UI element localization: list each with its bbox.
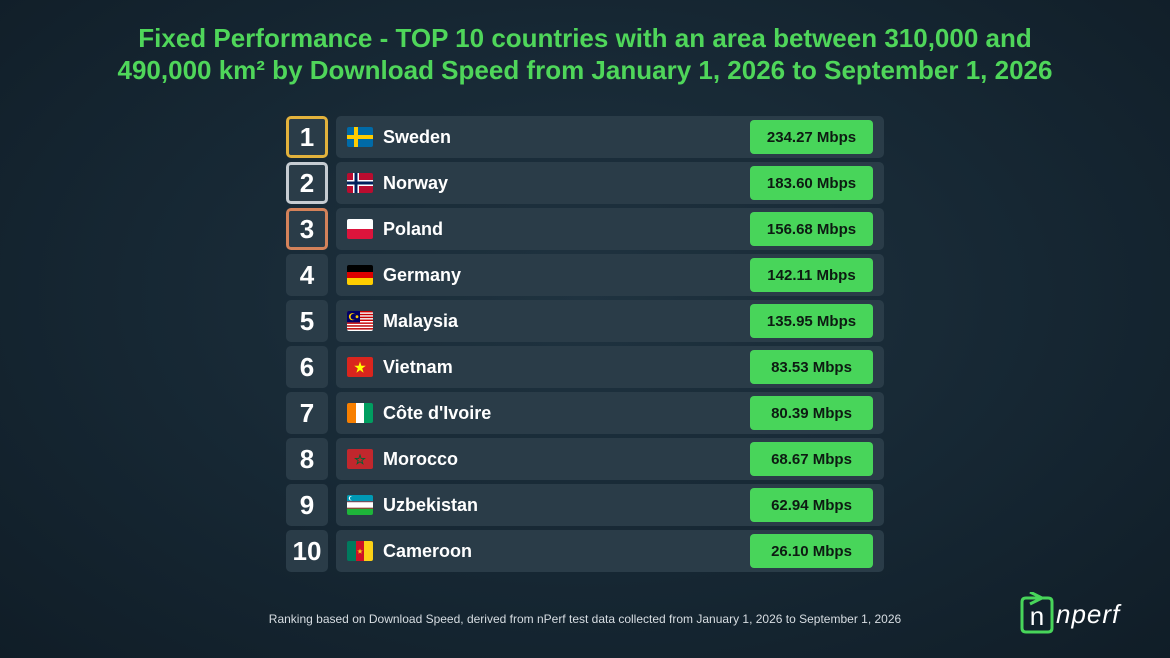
speed-badge: 62.94 Mbps bbox=[750, 488, 873, 522]
flag-germany-icon bbox=[347, 265, 373, 285]
table-row: 5 Malaysia 135.95 Mbps bbox=[286, 300, 886, 342]
rank-badge: 8 bbox=[286, 438, 328, 480]
logo-text: nperf bbox=[1056, 599, 1122, 629]
footer-note: Ranking based on Download Speed, derived… bbox=[268, 612, 902, 626]
country-bar: Vietnam 83.53 Mbps bbox=[336, 346, 884, 388]
speed-badge: 26.10 Mbps bbox=[750, 534, 873, 568]
logo-n: n bbox=[1030, 601, 1044, 631]
flag-vietnam-icon bbox=[347, 357, 373, 377]
speed-badge: 234.27 Mbps bbox=[750, 120, 873, 154]
table-row: 8 Morocco 68.67 Mbps bbox=[286, 438, 886, 480]
country-name: Sweden bbox=[383, 127, 452, 147]
country-name: Uzbekistan bbox=[383, 495, 479, 515]
speed-badge: 68.67 Mbps bbox=[750, 442, 873, 476]
nperf-logo-icon: n nperf bbox=[1020, 592, 1122, 634]
rank-badge: 2 bbox=[286, 162, 328, 204]
flag-malaysia-icon bbox=[347, 311, 373, 331]
speed-badge: 142.11 Mbps bbox=[750, 258, 873, 292]
country-bar: Malaysia 135.95 Mbps bbox=[336, 300, 884, 342]
speed-badge: 83.53 Mbps bbox=[750, 350, 873, 384]
flag-uzbekistan-icon bbox=[347, 495, 373, 515]
flag-cote-divoire-icon bbox=[347, 403, 373, 423]
country-name: Vietnam bbox=[383, 357, 453, 377]
country-name: Malaysia bbox=[383, 311, 459, 331]
rank-badge: 5 bbox=[286, 300, 328, 342]
flag-cameroon-icon bbox=[347, 541, 373, 561]
chart-title-line-2: 490,000 km² by Download Speed from Janua… bbox=[117, 55, 1053, 85]
table-row: 6 Vietnam 83.53 Mbps bbox=[286, 346, 886, 388]
speed-badge: 80.39 Mbps bbox=[750, 396, 873, 430]
country-name: Poland bbox=[383, 219, 444, 239]
rank-badge: 1 bbox=[286, 116, 328, 158]
country-name: Côte d'Ivoire bbox=[383, 403, 492, 423]
country-bar: Poland 156.68 Mbps bbox=[336, 208, 884, 250]
chart-title: Fixed Performance - TOP 10 countries wit… bbox=[0, 22, 1170, 86]
country-bar: Côte d'Ivoire 80.39 Mbps bbox=[336, 392, 884, 434]
flag-sweden-icon bbox=[347, 127, 373, 147]
table-row: 4 Germany 142.11 Mbps bbox=[286, 254, 886, 296]
country-name: Norway bbox=[383, 173, 449, 193]
flag-norway-icon bbox=[347, 173, 373, 193]
table-row: 3 Poland 156.68 Mbps bbox=[286, 208, 886, 250]
country-name: Germany bbox=[383, 265, 462, 285]
flag-morocco-icon bbox=[347, 449, 373, 469]
table-row: 2 Norway 183.60 Mbps bbox=[286, 162, 886, 204]
country-name: Cameroon bbox=[383, 541, 473, 561]
speed-badge: 135.95 Mbps bbox=[750, 304, 873, 338]
rank-badge: 6 bbox=[286, 346, 328, 388]
country-bar: Cameroon 26.10 Mbps bbox=[336, 530, 884, 572]
rank-badge: 9 bbox=[286, 484, 328, 526]
country-bar: Morocco 68.67 Mbps bbox=[336, 438, 884, 480]
rank-badge: 7 bbox=[286, 392, 328, 434]
flag-poland-icon bbox=[347, 219, 373, 239]
table-row: 10 Cameroon 26.10 Mbps bbox=[286, 530, 886, 572]
country-bar: Uzbekistan 62.94 Mbps bbox=[336, 484, 884, 526]
rank-badge: 10 bbox=[286, 530, 328, 572]
speed-badge: 156.68 Mbps bbox=[750, 212, 873, 246]
country-bar: Sweden 234.27 Mbps bbox=[336, 116, 884, 158]
country-bar: Germany 142.11 Mbps bbox=[336, 254, 884, 296]
rank-badge: 3 bbox=[286, 208, 328, 250]
rank-badge: 4 bbox=[286, 254, 328, 296]
chart-title-line-1: Fixed Performance - TOP 10 countries wit… bbox=[138, 23, 1032, 53]
speed-badge: 183.60 Mbps bbox=[750, 166, 873, 200]
country-name: Morocco bbox=[383, 449, 459, 469]
table-row: 7 Côte d'Ivoire 80.39 Mbps bbox=[286, 392, 886, 434]
table-row: 9 Uzbekistan 62.94 Mbps bbox=[286, 484, 886, 526]
table-row: 1 Sweden 234.27 Mbps bbox=[286, 116, 886, 158]
country-bar: Norway 183.60 Mbps bbox=[336, 162, 884, 204]
